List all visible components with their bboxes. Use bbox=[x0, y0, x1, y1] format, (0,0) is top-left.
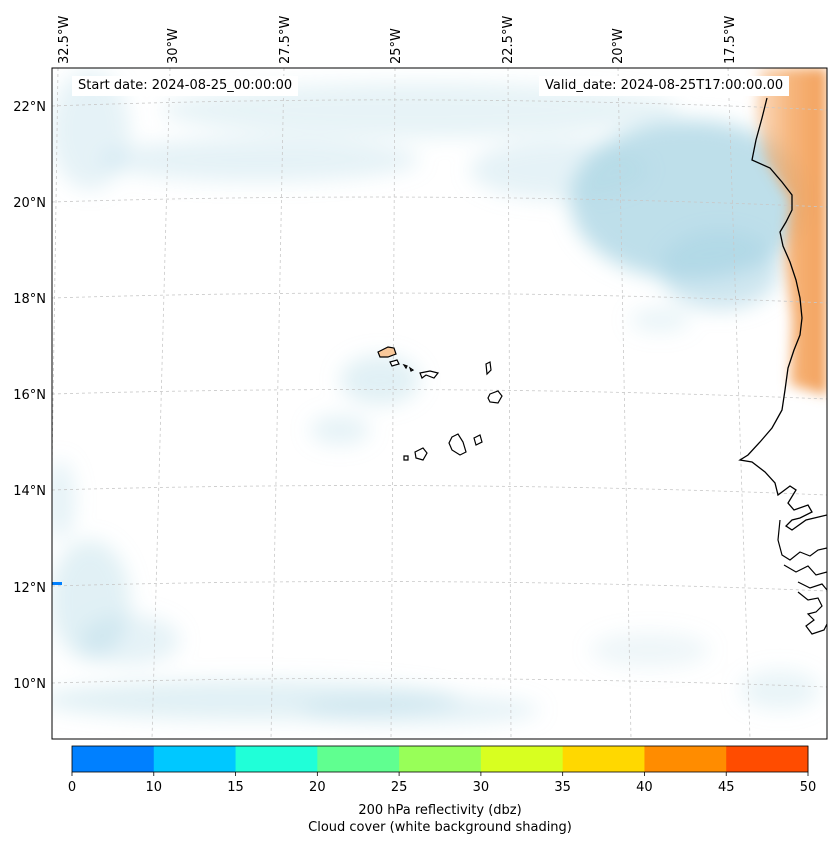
lon-label: 25°W bbox=[389, 28, 404, 64]
lon-label: 17.5°W bbox=[723, 16, 738, 64]
colorbar-ticks: 0 10 15 20 25 30 35 40 45 50 bbox=[68, 772, 816, 795]
lat-label: 16°N bbox=[13, 388, 46, 403]
lon-label: 22.5°W bbox=[501, 16, 516, 64]
colorbar-segment bbox=[562, 746, 645, 772]
lat-label: 20°N bbox=[13, 196, 46, 211]
land-shading bbox=[755, 68, 827, 395]
colorbar-tick-label: 0 bbox=[68, 780, 76, 795]
colorbar-segment bbox=[153, 746, 237, 772]
cloud-cover-shading bbox=[52, 70, 820, 725]
longitude-labels: 32.5°W 30°W 27.5°W 25°W 22.5°W 20°W 17.5… bbox=[57, 16, 738, 64]
colorbar-tick-label: 25 bbox=[391, 780, 408, 795]
colorbar-sublabel: Cloud cover (white background shading) bbox=[308, 820, 572, 835]
lat-label: 22°N bbox=[13, 100, 46, 115]
colorbar-tick-label: 40 bbox=[636, 780, 653, 795]
colorbar-tick-label: 35 bbox=[554, 780, 571, 795]
lat-label: 18°N bbox=[13, 292, 46, 307]
colorbar-tick-label: 30 bbox=[473, 780, 490, 795]
valid-date-label: Valid_date: 2024-08-25T17:00:00.00 bbox=[539, 76, 790, 96]
lat-label: 10°N bbox=[13, 677, 46, 692]
coastline-guinea-bissau bbox=[777, 519, 827, 635]
graticule bbox=[52, 68, 827, 739]
lon-label: 32.5°W bbox=[57, 16, 72, 64]
colorbar-segment bbox=[480, 746, 564, 772]
map-area bbox=[52, 68, 827, 739]
colorbar-tick-label: 15 bbox=[227, 780, 244, 795]
colorbar-tick-label: 50 bbox=[800, 780, 817, 795]
colorbar-label: 200 hPa reflectivity (dbz) bbox=[358, 803, 521, 818]
reflectivity-patch bbox=[52, 582, 62, 585]
lon-label: 30°W bbox=[166, 28, 181, 64]
lat-label: 12°N bbox=[13, 581, 46, 596]
colorbar-tick-label: 20 bbox=[309, 780, 326, 795]
colorbar-segment bbox=[72, 746, 155, 772]
map-frame bbox=[51, 67, 828, 740]
lat-label: 14°N bbox=[13, 484, 46, 499]
lon-label: 20°W bbox=[611, 28, 626, 64]
lon-label: 27.5°W bbox=[278, 16, 293, 64]
colorbar-segment bbox=[317, 746, 400, 772]
cape-verde-islands bbox=[377, 346, 503, 461]
start-date-label: Start date: 2024-08-25_00:00:00 bbox=[72, 76, 299, 96]
coastline bbox=[738, 97, 827, 531]
colorbar-segment bbox=[644, 746, 727, 772]
colorbar-frame bbox=[71, 745, 809, 773]
colorbar-tick-label: 10 bbox=[146, 780, 163, 795]
colorbar-segment bbox=[399, 746, 482, 772]
colorbar: 0 10 15 20 25 30 35 40 45 50 200 hPa reflectivity… bbox=[68, 745, 816, 835]
latitude-labels: 22°N 20°N 18°N 16°N 14°N 12°N 10°N bbox=[13, 100, 46, 692]
colorbar-segments bbox=[72, 746, 809, 772]
colorbar-segment bbox=[235, 746, 318, 772]
colorbar-tick-label: 45 bbox=[718, 780, 735, 795]
colorbar-segment bbox=[726, 746, 809, 772]
